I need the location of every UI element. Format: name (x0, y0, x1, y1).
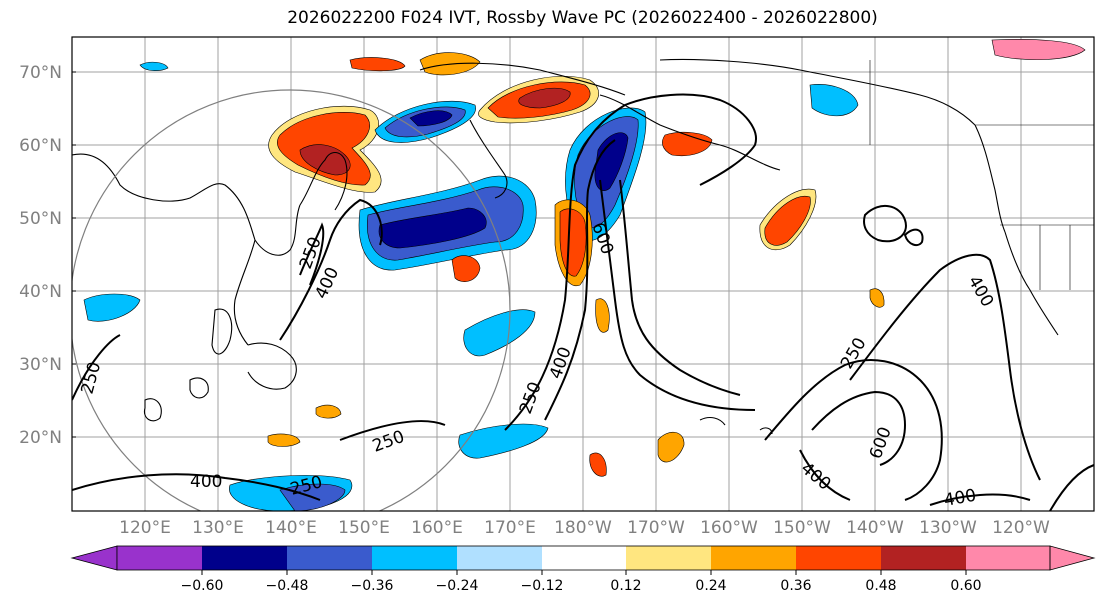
latitude-labels: 70°N 60°N 50°N 40°N 30°N 20°N (19, 63, 62, 448)
colorbar-segment (626, 546, 711, 570)
longitude-labels: 120°E 130°E 140°E 150°E 160°E 170°E 180°… (119, 518, 1050, 538)
positive-anomaly-patch (764, 195, 811, 246)
negative-anomaly-patch (409, 110, 453, 127)
lon-label: 130°E (192, 518, 244, 538)
colorbar-max-extension (1049, 545, 1096, 571)
colorbar-min-extension (70, 545, 118, 571)
positive-anomaly-patch (267, 433, 301, 447)
lat-label-40n: 40°N (19, 282, 62, 302)
negative-anomaly-patch (83, 293, 141, 322)
positive-anomaly-patch (869, 288, 885, 308)
negative-anomaly-patch (139, 61, 169, 71)
colorbar-segment (457, 546, 542, 570)
positive-anomaly-patch (518, 87, 571, 109)
colorbar-tick-label: 0.48 (865, 578, 896, 594)
map-frame (71, 36, 1095, 512)
lon-label: 160°E (411, 518, 463, 538)
contour-label: 400 (190, 472, 222, 492)
positive-anomaly-patch (315, 404, 342, 419)
lon-label: 160°W (700, 518, 758, 538)
positive-anomaly-patch (559, 208, 587, 277)
colorbar-segment (796, 546, 881, 570)
colorbar-segment (372, 546, 457, 570)
positive-anomaly-patch (349, 57, 406, 72)
colorbar-tick-label: −0.12 (521, 578, 564, 594)
axis-ticks (72, 71, 76, 438)
positive-anomaly-patch (991, 39, 1086, 61)
colorbar-tick-label: −0.24 (436, 578, 479, 594)
positive-anomaly-patch (451, 255, 481, 282)
lat-label-70n: 70°N (19, 63, 62, 83)
negative-anomaly-patch (378, 207, 487, 249)
colorbar-segment (711, 546, 796, 570)
colorbar-tick-label: 0.60 (950, 578, 981, 594)
colorbar-tick-label: −0.36 (351, 578, 394, 594)
positive-anomaly-patch (657, 432, 685, 463)
colorbar-segment (287, 546, 372, 570)
positive-anomaly-patch (595, 298, 610, 333)
lon-label: 170°W (627, 518, 685, 538)
negative-anomaly-patch (594, 132, 629, 191)
lat-label-30n: 30°N (19, 355, 62, 375)
lon-label: 180°W (554, 518, 612, 538)
coastlines (72, 58, 1059, 435)
ivt-anomaly-fills (83, 39, 1086, 511)
lat-label-60n: 60°N (19, 136, 62, 156)
colorbar-segment (881, 546, 966, 570)
lat-label-20n: 20°N (19, 428, 62, 448)
colorbar-tick-label: 0.12 (610, 578, 641, 594)
lon-label: 140°W (846, 518, 904, 538)
colorbar-tick-label: −0.48 (266, 578, 309, 594)
negative-anomaly-patch (463, 309, 536, 357)
lon-label: 130°W (919, 518, 977, 538)
colorbar-segment (117, 546, 202, 570)
negative-anomaly-patch (809, 84, 859, 117)
lon-label: 150°W (773, 518, 831, 538)
colorbar-tick-label: 0.36 (780, 578, 811, 594)
lon-label: 140°E (265, 518, 317, 538)
lat-label-50n: 50°N (19, 209, 62, 229)
lon-label: 170°E (484, 518, 536, 538)
colorbar-segment (966, 546, 1050, 570)
reference-circle (72, 89, 511, 511)
lon-label: 150°E (338, 518, 390, 538)
lon-label: 120°E (119, 518, 171, 538)
colorbar-tick-label: −0.60 (181, 578, 224, 594)
political-borders (869, 60, 1094, 290)
positive-anomaly-patch (662, 131, 713, 157)
colorbar-tick-label: 0.24 (695, 578, 726, 594)
colorbar-segment (542, 546, 626, 570)
positive-anomaly-patch (589, 452, 607, 477)
map-title: 2026022200 F024 IVT, Rossby Wave PC (202… (287, 8, 878, 28)
negative-anomaly-patch (458, 423, 549, 459)
lon-label: 120°W (992, 518, 1050, 538)
colorbar: −0.60 −0.48 −0.36 −0.24 −0.12 0.12 0.24 … (70, 545, 1096, 594)
ivt-contours (72, 93, 1094, 511)
colorbar-segment (202, 546, 287, 570)
